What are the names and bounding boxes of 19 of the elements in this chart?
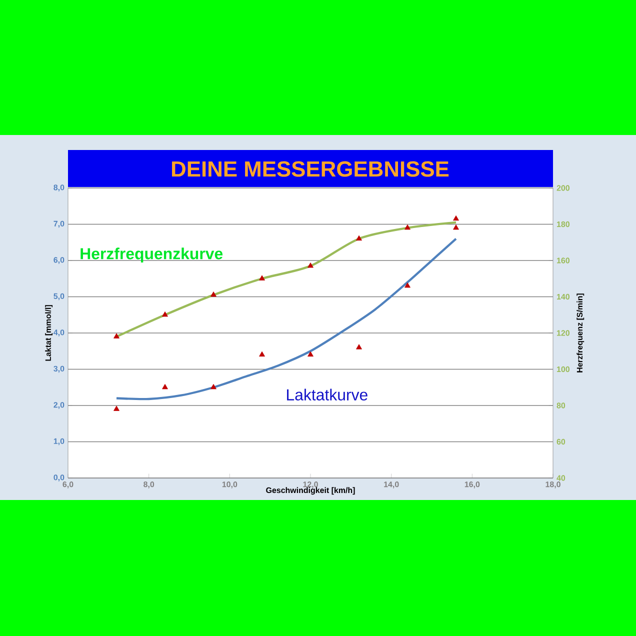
point xyxy=(210,292,216,297)
point xyxy=(356,344,362,350)
point xyxy=(453,224,459,230)
point xyxy=(114,333,120,338)
point xyxy=(162,311,168,317)
point xyxy=(356,235,362,241)
point xyxy=(210,384,216,390)
point xyxy=(259,351,265,357)
point xyxy=(404,282,410,288)
point xyxy=(404,224,410,230)
point xyxy=(114,406,120,411)
chart-title: DEINE MESSERGEBNISSE xyxy=(172,161,449,177)
point xyxy=(453,215,459,221)
point xyxy=(308,351,314,357)
series-label: Herzfrequenzkurve xyxy=(80,248,223,262)
point xyxy=(308,262,314,268)
point xyxy=(162,384,168,390)
point xyxy=(259,275,265,280)
series-label: Laktatkurve xyxy=(287,388,368,400)
